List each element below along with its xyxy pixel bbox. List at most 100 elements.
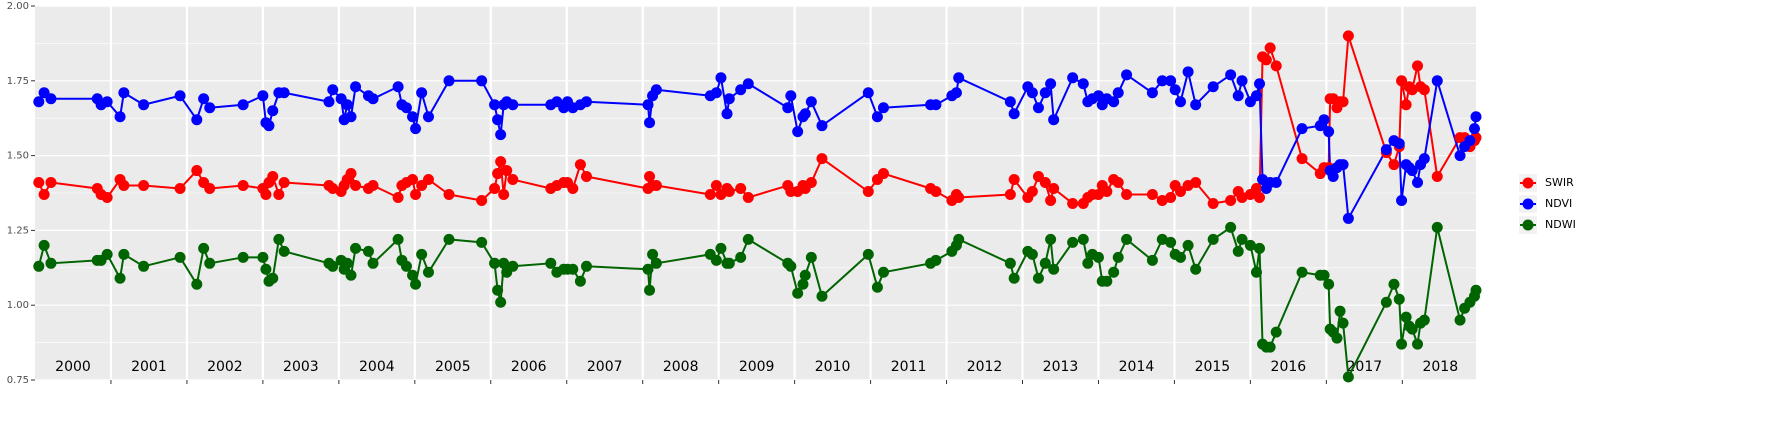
data-point: [1254, 242, 1266, 254]
data-point: [735, 183, 747, 195]
data-point: [1165, 236, 1177, 248]
data-point: [1039, 257, 1051, 269]
data-point: [410, 188, 422, 200]
data-point: [871, 281, 883, 293]
data-point: [323, 96, 335, 108]
data-point: [407, 269, 419, 281]
data-point: [1337, 159, 1349, 171]
data-point: [476, 75, 488, 87]
data-point: [715, 72, 727, 84]
data-point: [101, 248, 113, 260]
data-point: [1388, 159, 1400, 171]
data-point: [174, 90, 186, 102]
data-point: [797, 278, 809, 290]
data-point: [742, 78, 754, 90]
data-point: [1175, 186, 1187, 198]
data-point: [1004, 257, 1016, 269]
year-label: 2012: [967, 359, 1003, 375]
data-point: [118, 248, 130, 260]
data-point: [723, 257, 735, 269]
data-point: [400, 260, 412, 272]
data-point: [704, 188, 716, 200]
data-point: [1236, 75, 1248, 87]
data-point: [642, 263, 654, 275]
data-point: [1175, 251, 1187, 263]
data-point: [1396, 194, 1408, 206]
year-label: 2017: [1347, 359, 1383, 375]
data-point: [114, 111, 126, 123]
data-point: [877, 102, 889, 114]
data-point: [580, 171, 592, 183]
data-point: [1431, 171, 1443, 183]
data-point: [1207, 233, 1219, 245]
data-point: [1342, 30, 1354, 42]
data-point: [862, 186, 874, 198]
data-point: [118, 180, 130, 192]
data-point: [1207, 81, 1219, 93]
data-point: [1004, 96, 1016, 108]
data-point: [1393, 138, 1405, 150]
data-point: [1418, 84, 1430, 96]
data-point: [114, 272, 126, 284]
data-point: [1121, 233, 1133, 245]
data-point: [38, 239, 50, 251]
data-point: [407, 111, 419, 123]
data-point: [489, 183, 501, 195]
data-point: [174, 183, 186, 195]
data-point: [805, 251, 817, 263]
y-tick-label: 0.75: [7, 375, 29, 386]
legend-marker: [1522, 219, 1534, 231]
data-point: [735, 84, 747, 96]
data-point: [1250, 183, 1262, 195]
legend-label: NDWI: [1545, 218, 1576, 231]
data-point: [198, 93, 210, 105]
data-point: [237, 180, 249, 192]
data-point: [400, 102, 412, 114]
data-point: [38, 188, 50, 200]
data-point: [1270, 326, 1282, 338]
data-point: [204, 102, 216, 114]
data-point: [1225, 221, 1237, 233]
data-point: [422, 111, 434, 123]
data-point: [567, 183, 579, 195]
data-point: [345, 168, 357, 180]
data-point: [1182, 239, 1194, 251]
data-point: [1296, 266, 1308, 278]
year-label: 2004: [359, 359, 395, 375]
data-point: [1048, 183, 1060, 195]
data-point: [410, 278, 422, 290]
data-point: [644, 284, 656, 296]
data-point: [367, 257, 379, 269]
data-point: [443, 75, 455, 87]
data-point: [1236, 233, 1248, 245]
data-point: [1418, 314, 1430, 326]
data-point: [204, 257, 216, 269]
data-point: [1412, 338, 1424, 350]
data-point: [723, 186, 735, 198]
data-point: [650, 257, 662, 269]
data-point: [257, 251, 269, 263]
data-point: [1004, 188, 1016, 200]
data-point: [327, 183, 339, 195]
data-point: [174, 251, 186, 263]
data-point: [1032, 102, 1044, 114]
data-point: [1236, 191, 1248, 203]
data-point: [721, 108, 733, 120]
data-point: [1008, 174, 1020, 186]
data-point: [260, 188, 272, 200]
data-point: [930, 99, 942, 111]
data-point: [101, 96, 113, 108]
data-point: [862, 87, 874, 99]
y-tick-label: 1.00: [7, 300, 29, 311]
data-point: [443, 233, 455, 245]
data-point: [1296, 153, 1308, 165]
year-label: 2015: [1195, 359, 1231, 375]
data-point: [1077, 78, 1089, 90]
year-label: 2000: [55, 359, 91, 375]
data-point: [33, 96, 45, 108]
data-point: [1406, 84, 1418, 96]
data-point: [799, 108, 811, 120]
data-point: [877, 266, 889, 278]
data-point: [1026, 87, 1038, 99]
data-point: [1318, 269, 1330, 281]
